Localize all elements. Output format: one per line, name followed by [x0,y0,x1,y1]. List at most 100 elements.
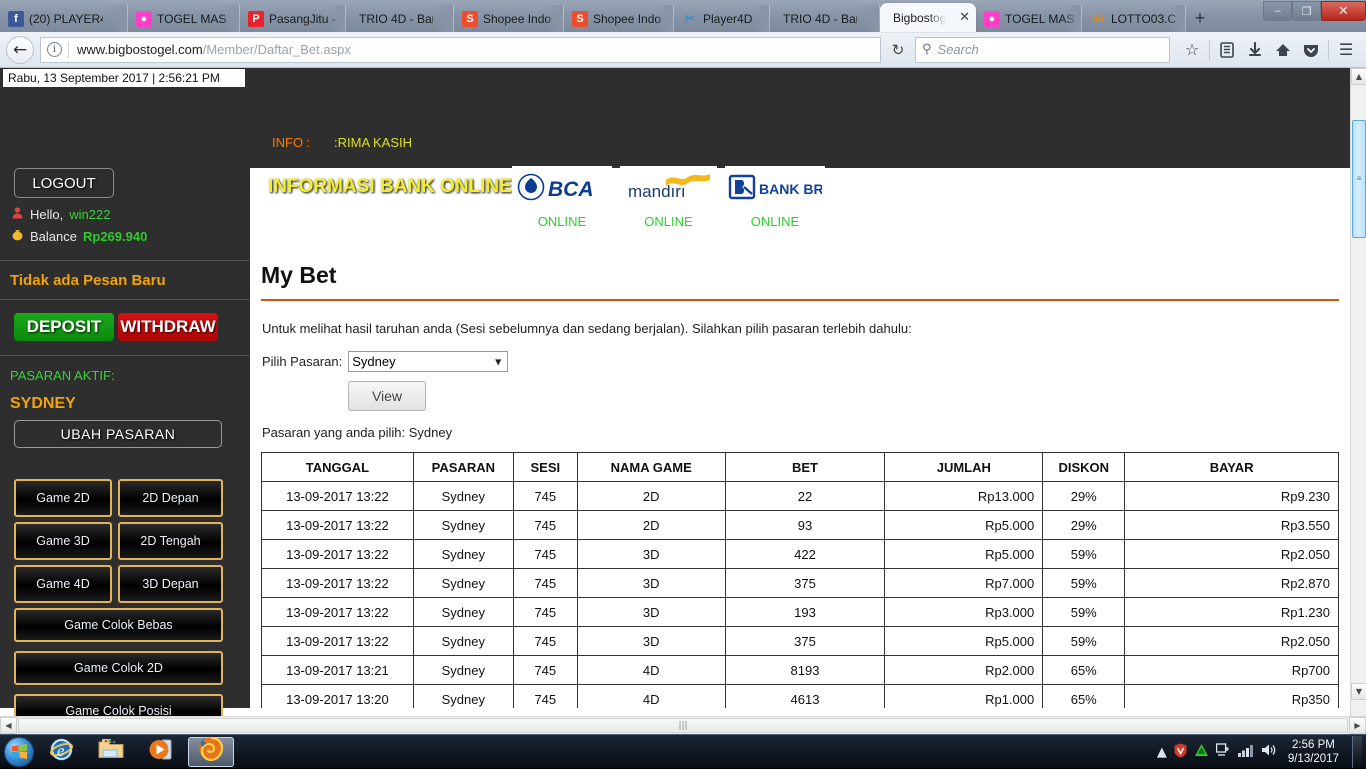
table-cell: 4D [577,685,725,709]
table-cell: 3D [577,598,725,627]
taskbar-item-file-explorer[interactable] [88,737,134,767]
browser-tab[interactable]: ●TOGEL MAS [976,5,1082,32]
game-button[interactable]: Game 4D [14,565,112,603]
table-cell: Rp13.000 [885,482,1043,511]
downloads-icon[interactable] [1241,36,1269,64]
game-button[interactable]: 2D Tengah [118,522,223,560]
game-button[interactable]: Game 3D [14,522,112,560]
table-cell: 13-09-2017 13:22 [262,627,414,656]
table-cell: 59% [1043,540,1125,569]
browser-tab[interactable]: TRIO 4D - Banda [346,5,454,32]
pocket-icon[interactable] [1297,36,1325,64]
sidebar-divider-3 [0,355,250,356]
close-window-button[interactable]: ✕ [1321,1,1366,21]
pasaran-select[interactable]: Sydney [348,351,508,372]
taskbar-clock[interactable]: 2:56 PM 9/13/2017 [1288,738,1339,766]
game-button[interactable]: Game Colok 2D [14,651,223,685]
bookmark-star-icon[interactable]: ☆ [1178,36,1206,64]
info-marquee-text: :RIMA KASIH [334,135,412,150]
system-tray: ▲ 2:56 PM 9/13/2017 [1157,735,1366,769]
moneybag-icon [10,228,24,244]
table-cell: Sydney [413,656,513,685]
browser-tab[interactable]: ✂Player4D [674,5,770,32]
antivirus-icon[interactable] [1174,743,1187,762]
view-button[interactable]: View [348,381,426,411]
game-button[interactable]: 2D Depan [118,479,223,517]
toolbar-divider-2 [1328,40,1329,60]
scroll-up-button[interactable]: ▲ [1351,68,1366,85]
tab-label: Shopee Indo [483,12,551,26]
browser-tab[interactable]: TRIO 4D - Banda [770,5,880,32]
site-info-icon[interactable]: i [47,42,62,57]
no-message-label: Tidak ada Pesan Baru [10,272,166,289]
volume-icon[interactable] [1261,743,1277,761]
browser-tab[interactable]: ●TOGEL MAS [128,5,240,32]
page-viewport: Rabu, 13 September 2017 | 2:56:21 PM INF… [0,68,1366,734]
back-button[interactable]: ← [6,36,34,64]
table-cell: 2D [577,511,725,540]
horizontal-scroll-thumb[interactable]: ||| [18,718,1348,733]
table-cell: Sydney [413,598,513,627]
library-icon[interactable] [1213,36,1241,64]
taskbar-item-internet-explorer[interactable]: e [38,737,84,767]
ubah-pasaran-button[interactable]: UBAH PASARAN [14,420,222,448]
scroll-down-button[interactable]: ▼ [1351,683,1366,700]
game-button[interactable]: Game 2D [14,479,112,517]
window-controls: – ❐ ✕ [1263,0,1366,22]
search-input[interactable]: ⚲ Search [915,37,1170,63]
scroll-left-button[interactable]: ◀ [0,717,17,734]
triangle-icon[interactable] [1194,743,1209,761]
taskbar-item-firefox[interactable] [188,737,234,767]
intro-text: Untuk melihat hasil taruhan anda (Sesi s… [262,321,1350,336]
table-cell: 29% [1043,482,1125,511]
browser-tab[interactable]: f(20) PLAYER4 [0,5,128,32]
network-icon[interactable] [1238,744,1254,761]
table-cell: Sydney [413,627,513,656]
pasaran-select-wrapper[interactable]: Sydney ▼ [348,351,508,372]
table-cell: 3D [577,540,725,569]
browser-tab[interactable]: Bigbostogel.c ✕ [880,3,976,32]
table-cell: 745 [513,482,577,511]
person-icon [10,207,24,222]
maximize-button[interactable]: ❐ [1292,1,1321,21]
balance-line: Balance Rp269.940 [10,228,147,244]
home-icon[interactable] [1269,36,1297,64]
table-column-header: NAMA GAME [577,453,725,482]
hello-prefix: Hello, [30,207,63,222]
tab-label: Bigbostogel.c [893,11,954,25]
vertical-scrollbar[interactable]: ▲ ≡ ▼ [1350,68,1366,718]
taskbar-item-media-player[interactable] [138,737,184,767]
table-cell: Rp3.550 [1125,511,1339,540]
logout-button[interactable]: LOGOUT [14,168,114,198]
scroll-right-button[interactable]: ▶ [1349,717,1366,734]
reload-icon[interactable]: ↻ [885,37,911,63]
game-button[interactable]: Game Colok Bebas [14,608,223,642]
show-hidden-icons-button[interactable]: ▲ [1157,745,1167,760]
balance-value: Rp269.940 [83,229,147,244]
menu-icon[interactable]: ☰ [1332,36,1360,64]
vertical-scroll-thumb[interactable]: ≡ [1352,120,1366,238]
device-icon[interactable] [1216,743,1231,761]
horizontal-scrollbar[interactable]: ◀ ||| ▶ [0,716,1366,734]
start-button[interactable] [4,737,34,767]
table-cell: Rp9.230 [1125,482,1339,511]
show-desktop-button[interactable] [1352,736,1362,768]
tab-text-fade [861,5,879,32]
game-button[interactable]: 3D Depan [118,565,223,603]
tab-label: PasangJitu - [269,12,336,26]
minimize-button[interactable]: – [1263,1,1292,21]
deposit-button[interactable]: DEPOSIT [14,313,114,341]
table-column-header: BET [725,453,885,482]
table-cell: Rp1.230 [1125,598,1339,627]
close-tab-icon[interactable]: ✕ [959,11,970,24]
withdraw-button[interactable]: WITHDRAW [118,313,218,341]
table-cell: 2D [577,482,725,511]
new-tab-button[interactable]: + [1186,5,1214,32]
url-bar[interactable]: i www.bigbostogel.com/Member/Daftar_Bet.… [40,37,881,63]
